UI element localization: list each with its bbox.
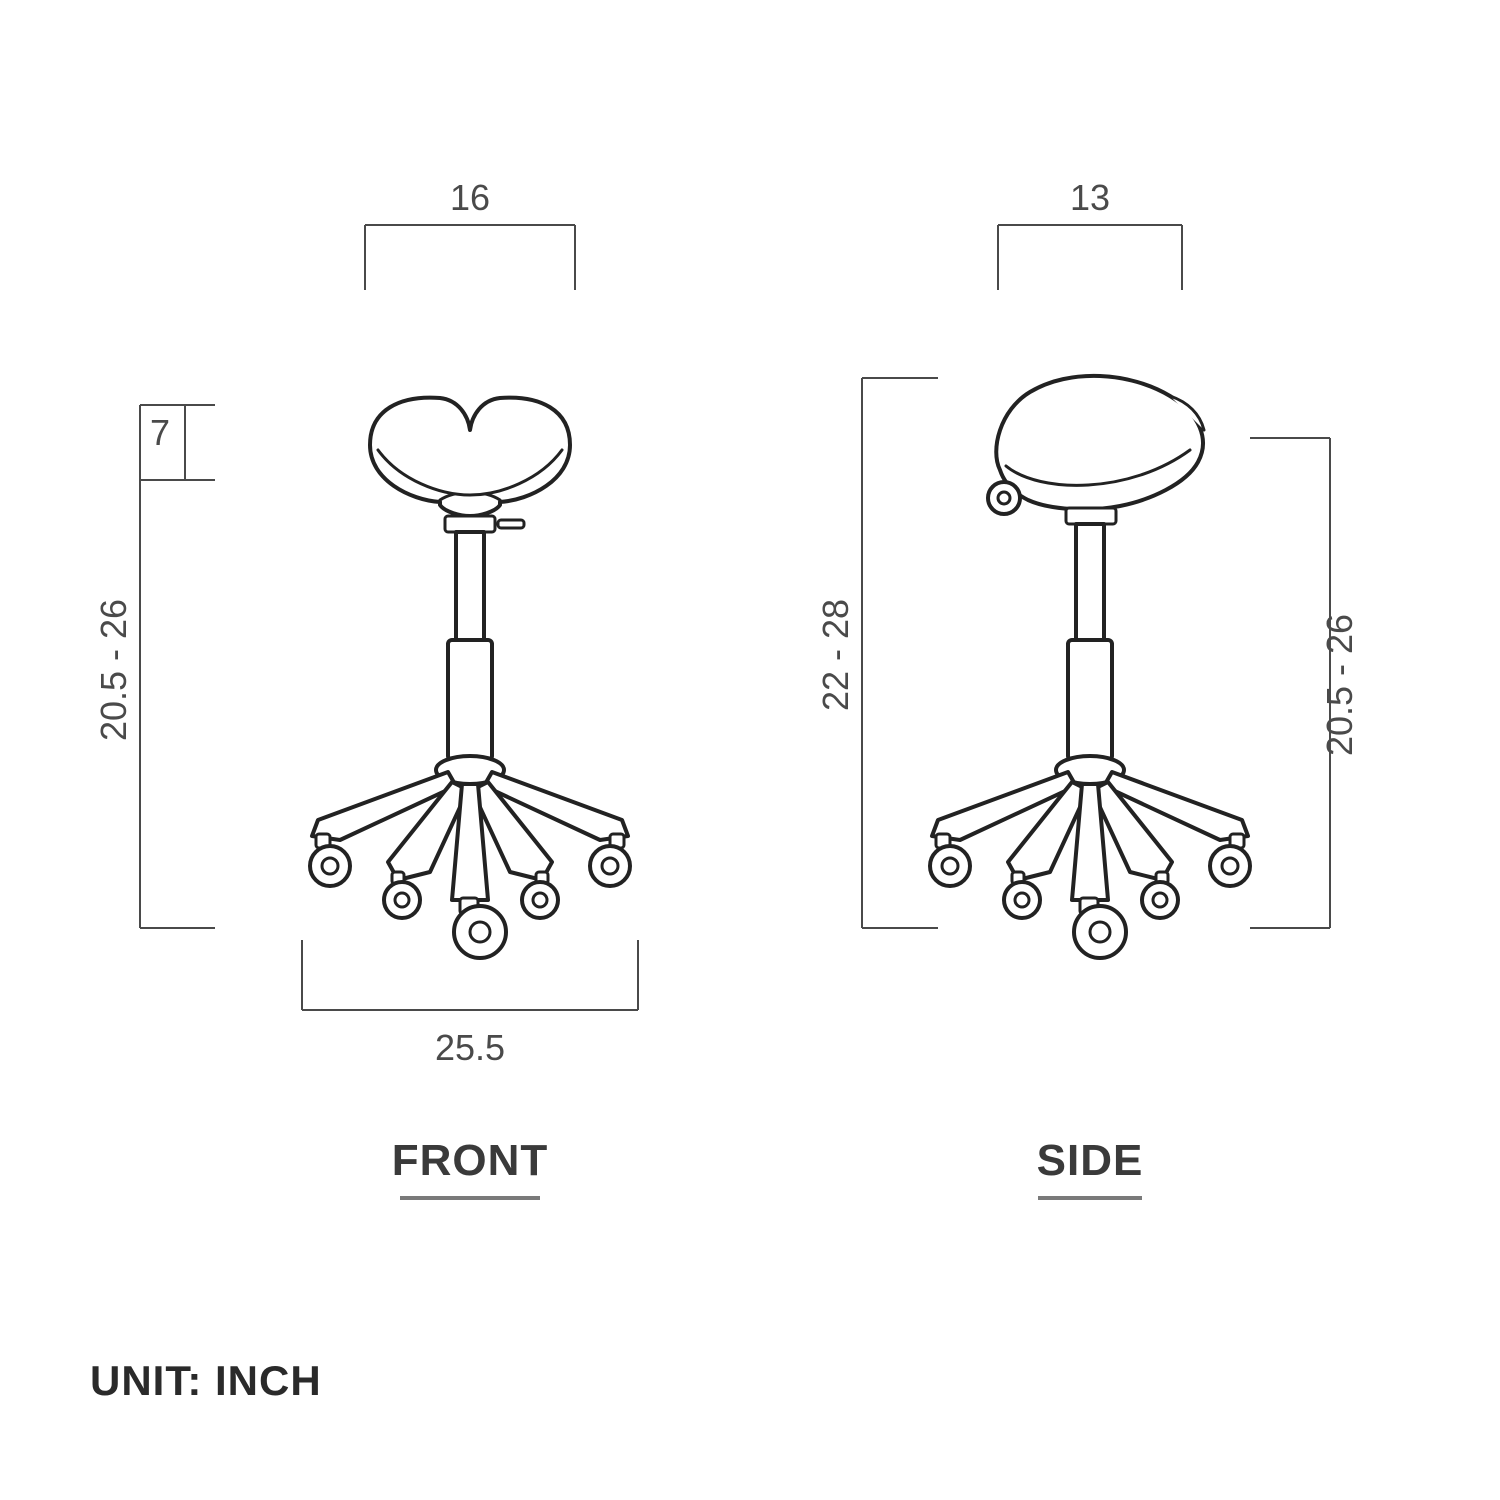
- dim-base-width: 25.5: [302, 940, 638, 1068]
- front-label: FRONT: [392, 1136, 549, 1185]
- dim-seat-height-value: 7: [150, 412, 170, 453]
- dim-total-height: 20.5 - 26: [93, 405, 215, 928]
- dim-front-height: 22 - 28: [815, 378, 938, 928]
- dim-seat-depth: 13: [998, 177, 1182, 290]
- dim-seat-width-value: 16: [450, 177, 490, 218]
- dim-front-height-value: 22 - 28: [815, 599, 856, 711]
- side-base: [932, 756, 1248, 900]
- dim-back-height-value: 20.5 - 26: [1319, 614, 1360, 756]
- dim-seat-height: 7: [140, 405, 215, 480]
- unit-label: UNIT: INCH: [90, 1357, 322, 1404]
- front-view: 16 7 20.5 - 26 25.5: [93, 177, 638, 1068]
- dim-back-height: 20.5 - 26: [1250, 438, 1360, 928]
- dim-total-height-value: 20.5 - 26: [93, 599, 134, 741]
- front-product: [310, 398, 630, 958]
- dim-base-width-value: 25.5: [435, 1027, 505, 1068]
- side-label: SIDE: [1037, 1136, 1144, 1185]
- dimension-drawing: 16 7 20.5 - 26 25.5: [0, 0, 1500, 1500]
- side-view: 13 22 - 28 20.5 - 26: [815, 177, 1360, 958]
- front-base: [312, 756, 628, 900]
- dim-seat-width: 16: [365, 177, 575, 290]
- dim-seat-depth-value: 13: [1070, 177, 1110, 218]
- view-labels: FRONT SIDE: [392, 1136, 1144, 1198]
- side-product: [930, 376, 1250, 958]
